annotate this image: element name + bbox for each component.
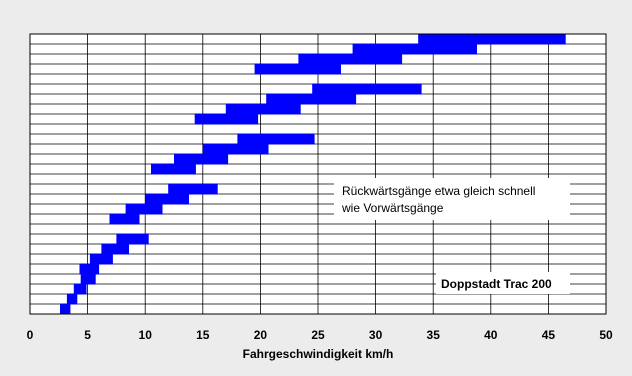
bar-gear [101, 243, 129, 255]
bar-gear [254, 63, 341, 75]
bar-gear [79, 263, 100, 275]
x-tick-label: 40 [484, 328, 498, 342]
bar-gear [109, 213, 140, 225]
bar-gear [151, 163, 196, 175]
bar-gear [237, 133, 315, 145]
x-tick-label: 10 [139, 328, 153, 342]
bar-gear [194, 113, 259, 125]
plot-border [29, 33, 607, 315]
x-tick-label: 35 [427, 328, 441, 342]
bar-gear [66, 293, 78, 305]
bar-gear [125, 203, 163, 215]
model-label-box [436, 272, 570, 294]
bar-gear [145, 193, 189, 205]
note-line-2: wie Vorwärtsgänge [341, 201, 444, 215]
note-line-1: Rückwärtsgänge etwa gleich schnell [342, 184, 535, 198]
x-tick-labels: 0 5 10 15 20 25 30 35 40 45 50 [27, 328, 613, 342]
bar-gear [266, 93, 357, 105]
x-tick-label: 45 [542, 328, 556, 342]
x-tick-label: 0 [27, 328, 34, 342]
bar-gear [60, 303, 71, 315]
bar-gear [225, 103, 301, 115]
x-tick-label: 15 [196, 328, 210, 342]
x-tick-label: 25 [311, 328, 325, 342]
bar-gear [298, 53, 403, 65]
x-tick-label: 30 [369, 328, 383, 342]
bar-gear [312, 83, 422, 95]
bars-group [60, 33, 566, 315]
bar-gear [73, 283, 87, 295]
bar-gear [89, 253, 113, 265]
bar-gear [174, 153, 229, 165]
bar-gear [202, 143, 269, 155]
x-tick-label: 20 [254, 328, 268, 342]
x-axis-title: Fahrgeschwindigkeit km/h [243, 347, 394, 361]
vertical-gridlines [87, 34, 549, 314]
bar-gear [80, 273, 96, 285]
bar-gear [352, 43, 477, 55]
bar-gear [116, 233, 149, 245]
x-tick-label: 5 [84, 328, 91, 342]
bar-gear [168, 183, 218, 195]
model-label: Doppstadt Trac 200 [441, 277, 552, 291]
bar-gear [418, 33, 566, 45]
x-tick-label: 50 [599, 328, 613, 342]
note-box [334, 178, 570, 220]
